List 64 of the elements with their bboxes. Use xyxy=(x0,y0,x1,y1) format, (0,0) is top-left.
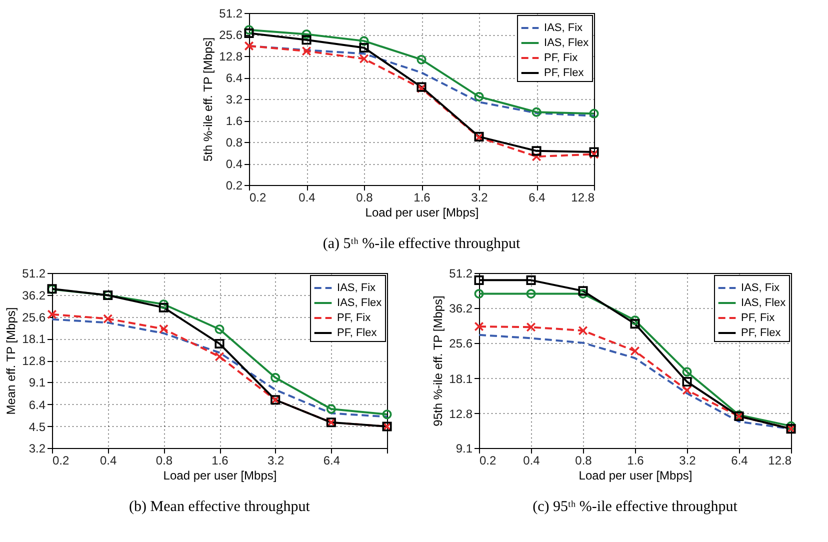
x-tick-label: 0.8 xyxy=(356,190,374,204)
x-tick-label: 0.2 xyxy=(250,190,267,204)
y-tick-label: 0.4 xyxy=(226,157,243,171)
y-tick-label: 9.1 xyxy=(28,376,46,390)
y-tick-label: 18.1 xyxy=(22,332,46,346)
y-tick-label: 51.2 xyxy=(22,266,46,280)
x-tick-label: 1.6 xyxy=(414,190,431,204)
legend-label: PF, Fix xyxy=(544,52,578,64)
x-axis-title: Load per user [Mbps] xyxy=(163,468,277,482)
x-tick-label: 6.4 xyxy=(323,454,340,468)
y-tick-label: 12.8 xyxy=(219,50,243,64)
y-tick-label: 0.2 xyxy=(226,178,243,192)
legend-label: PF, Fix xyxy=(337,312,372,324)
y-tick-label: 12.8 xyxy=(22,354,46,368)
x-axis-title: Load per user [Mbps] xyxy=(365,206,479,220)
legend-label: IAS, Fix xyxy=(544,22,584,34)
y-tick-label: 36.2 xyxy=(22,288,46,302)
x-tick-label: 3.2 xyxy=(471,190,488,204)
x-tick-label: 0.2 xyxy=(480,454,497,468)
x-tick-label: 0.4 xyxy=(100,454,118,468)
y-tick-label: 51.2 xyxy=(219,6,243,20)
x-tick-label: 3.2 xyxy=(268,454,285,468)
y-tick-label: 6.4 xyxy=(226,71,243,85)
legend-label: PF, Flex xyxy=(741,327,782,339)
legend-label: PF, Flex xyxy=(337,327,378,339)
x-tick-label: 0.4 xyxy=(298,190,316,204)
y-tick-label: 18.1 xyxy=(449,372,473,386)
y-tick-label: 25.6 xyxy=(22,310,46,324)
x-tick-label: 1.6 xyxy=(627,454,644,468)
x-tick-label: 0.4 xyxy=(523,454,540,468)
y-axis-title: 5th %-ile eff. TP [Mbps] xyxy=(201,37,216,162)
legend-label: PF, Flex xyxy=(544,67,584,79)
x-tick-label: 12.8 xyxy=(571,190,595,204)
x-tick-label: 0.8 xyxy=(575,454,592,468)
y-tick-label: 25.6 xyxy=(219,28,243,42)
text: (c) 95ᵗʰ %-ile effective throughput xyxy=(532,499,738,515)
x-axis-title: Load per user [Mbps] xyxy=(578,468,692,482)
x-tick-label: 6.4 xyxy=(731,454,748,468)
y-tick-label: 3.2 xyxy=(28,442,46,456)
y-tick-label: 51.2 xyxy=(449,266,473,280)
legend-label: IAS, Flex xyxy=(741,297,786,309)
y-tick-label: 0.8 xyxy=(226,136,243,150)
x-tick-label: 0.2 xyxy=(52,454,70,468)
x-tick-label: 12.8 xyxy=(768,454,792,468)
y-tick-label: 6.4 xyxy=(28,398,46,412)
y-tick-label: 12.8 xyxy=(449,406,473,421)
x-tick-label: 3.2 xyxy=(679,454,696,468)
y-tick-label: 9.1 xyxy=(456,442,473,456)
y-tick-label: 36.2 xyxy=(449,302,473,316)
legend-label: IAS, Fix xyxy=(337,282,376,294)
text: (a) 5ᵗʰ %-ile effective throughput xyxy=(322,236,522,252)
y-axis-title: 95th %-ile eff. TP [Mbps] xyxy=(431,296,446,426)
x-tick-label: 6.4 xyxy=(528,190,546,204)
legend-label: PF, Fix xyxy=(741,312,776,324)
y-tick-label: 1.6 xyxy=(226,114,243,128)
x-tick-label: 0.8 xyxy=(156,454,173,468)
y-tick-label: 3.2 xyxy=(226,92,243,106)
legend-label: IAS, Flex xyxy=(337,297,382,309)
legend-label: IAS, Flex xyxy=(544,37,590,49)
legend-label: IAS, Fix xyxy=(741,282,780,294)
y-tick-label: 4.5 xyxy=(28,420,46,434)
y-axis-title: Mean eff. TP [Mbps] xyxy=(4,307,18,415)
y-tick-label: 25.6 xyxy=(449,336,473,351)
text: (b) Mean effective throughput xyxy=(129,499,311,515)
